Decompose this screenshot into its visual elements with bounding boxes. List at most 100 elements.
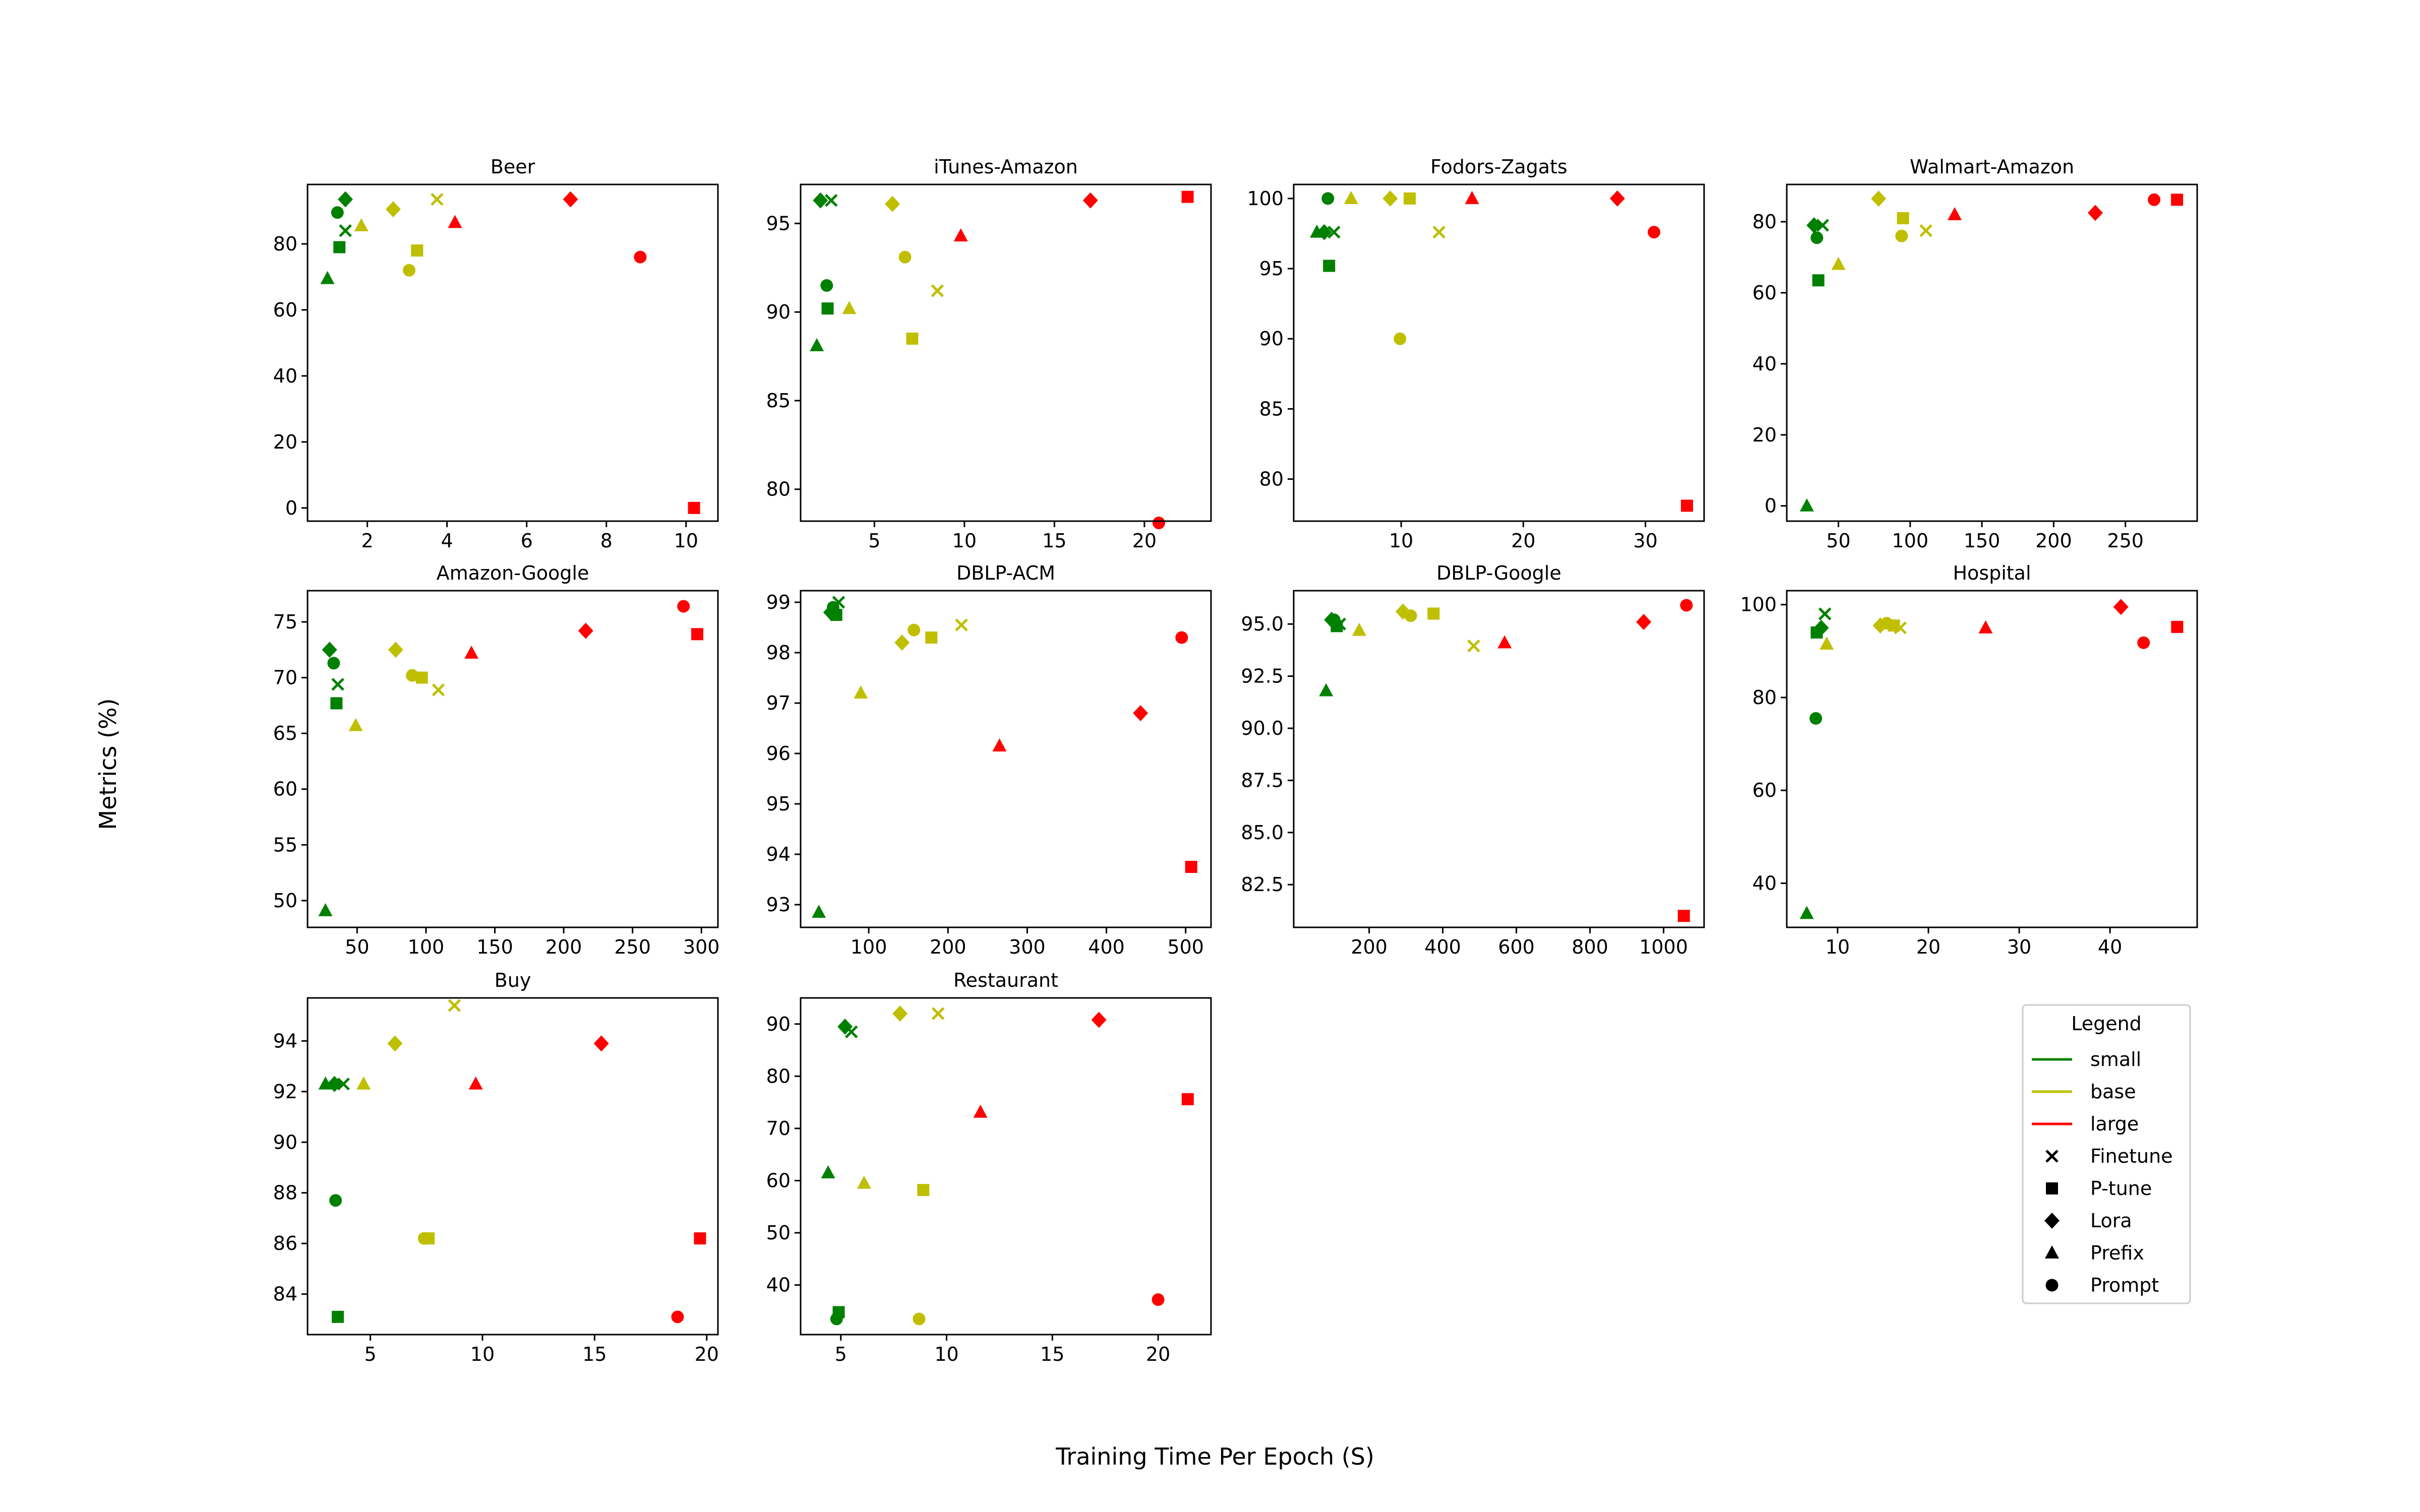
subplot-dblp-acm: DBLP-ACM 100 200 300 400 500 93 94 95 96 97 98 99	[766, 562, 1212, 958]
x-tick-label: 4	[441, 530, 453, 552]
point-large-p-tune	[688, 501, 700, 514]
y-tick-label: 60	[273, 299, 297, 321]
subplot-dblp-google: DBLP-Google 200 400 600 800 1000 82.5 85.0 87.5 9…	[1241, 562, 1705, 958]
x-tick-label: 15	[582, 1343, 607, 1365]
plot-frame	[1786, 183, 2198, 522]
point-base-prompt	[898, 250, 912, 264]
subplot-title: Amazon-Google	[437, 562, 589, 584]
y-tick-label: 94	[766, 843, 791, 865]
point-base-prompt	[1880, 616, 1893, 629]
point-base-prefix	[1831, 257, 1846, 270]
point-base-lora	[388, 642, 403, 658]
x-tick-label: 5	[364, 1343, 376, 1365]
y-tick-label: 95	[766, 793, 791, 815]
x-tick-label: 10	[934, 1343, 958, 1365]
y-tick-label: 40	[766, 1274, 791, 1296]
point-small-prefix	[318, 903, 333, 916]
point-small-prefix	[1799, 906, 1814, 919]
point-large-p-tune	[1185, 861, 1197, 873]
point-base-prompt	[1895, 229, 1908, 242]
y-tick-label: 40	[1752, 353, 1777, 375]
legend-label: Lora	[2090, 1210, 2132, 1232]
point-small-prefix	[1310, 224, 1324, 238]
y-tick-label: 40	[273, 365, 297, 387]
point-large-prefix	[1497, 635, 1512, 649]
x-tick-label: 5	[835, 1343, 847, 1365]
point-small-finetune	[331, 678, 344, 691]
legend-label: Prefix	[2090, 1242, 2144, 1264]
subplot-title: Buy	[495, 969, 531, 991]
point-small-finetune	[337, 1078, 350, 1091]
y-tick-label: 20	[273, 431, 297, 453]
subplot-beer: Beer 2 4 6 8 10 0 20 40 60 80	[273, 156, 719, 552]
point-base-finetune	[448, 999, 461, 1012]
subplot-buy: Buy 5 10 15 20 84 86 88 90 92 94	[273, 969, 719, 1365]
point-base-p-tune	[1427, 607, 1440, 620]
y-tick-label: 86	[273, 1232, 297, 1254]
point-large-lora	[1133, 705, 1148, 721]
y-tick-label: 100	[1247, 187, 1284, 210]
point-small-prompt	[1809, 712, 1823, 725]
point-large-prompt	[1152, 1293, 1165, 1306]
x-tick-label: 10	[952, 530, 977, 552]
point-base-prompt	[1394, 332, 1407, 345]
plot-frame	[800, 997, 1212, 1336]
point-small-finetune	[1816, 219, 1829, 232]
y-tick-label: 75	[273, 611, 297, 633]
point-large-p-tune	[2171, 194, 2184, 206]
y-tick-label: 55	[273, 834, 297, 856]
x-tick-label: 10	[1389, 530, 1413, 552]
point-small-prompt	[1321, 192, 1335, 205]
point-base-finetune	[955, 618, 968, 632]
subplot-itunes-amazon: iTunes-Amazon 5 10 15 20 80 85 90 95	[766, 156, 1212, 552]
subplot-title: iTunes-Amazon	[934, 156, 1078, 178]
y-tick-label: 50	[273, 890, 297, 912]
x-tick-label: 800	[1571, 936, 1608, 958]
figure-ylabel: Metrics (%)	[94, 698, 122, 830]
x-tick-label: 400	[1088, 936, 1125, 958]
point-small-lora	[322, 642, 337, 658]
y-tick-label: 99	[766, 591, 791, 613]
point-base-prompt	[913, 1312, 926, 1326]
point-base-finetune	[432, 683, 445, 697]
point-large-prompt	[2148, 193, 2161, 206]
x-tick-label: 1000	[1639, 936, 1688, 958]
plot-frame	[307, 590, 719, 928]
point-large-prompt	[1648, 226, 1661, 239]
point-small-p-tune	[333, 241, 346, 254]
y-tick-label: 0	[285, 497, 297, 519]
point-small-p-tune	[1812, 274, 1825, 287]
y-tick-label: 60	[1752, 779, 1777, 801]
point-small-lora	[1806, 217, 1822, 234]
point-small-lora	[813, 192, 828, 209]
x-tick-label: 50	[345, 936, 369, 958]
subplot-fodors-zagats: Fodors-Zagats 10 20 30 80 85 90 95 100	[1247, 156, 1705, 552]
x-tick-label: 15	[1042, 530, 1066, 552]
point-base-p-tune	[917, 1184, 930, 1196]
x-tick-label: 50	[1826, 530, 1850, 552]
y-tick-label: 85	[1259, 398, 1284, 420]
subplot-restaurant: Restaurant 5 10 15 20 40 50 60 70 80 90	[766, 969, 1212, 1365]
figure-xlabel: Training Time Per Epoch (S)	[1055, 1443, 1374, 1470]
point-base-prefix	[1352, 622, 1366, 636]
point-small-prefix	[320, 271, 335, 284]
legend-title: Legend	[2071, 1013, 2142, 1035]
point-base-finetune	[1432, 225, 1446, 239]
point-large-lora	[1091, 1012, 1107, 1028]
y-tick-label: 85	[766, 390, 791, 412]
point-large-prompt	[1680, 599, 1693, 612]
point-base-prefix	[842, 301, 857, 314]
point-base-prefix	[1820, 636, 1834, 650]
x-tick-label: 600	[1498, 936, 1535, 958]
point-base-lora	[885, 196, 900, 212]
y-tick-label: 97	[766, 692, 791, 714]
point-small-lora	[338, 191, 353, 208]
point-base-finetune	[931, 1007, 945, 1020]
y-tick-label: 80	[1752, 686, 1777, 709]
y-tick-label: 95	[766, 212, 791, 234]
x-tick-label: 250	[2107, 530, 2144, 552]
y-tick-label: 20	[1752, 424, 1777, 446]
point-base-lora	[387, 1035, 403, 1052]
point-small-prefix	[812, 905, 826, 918]
